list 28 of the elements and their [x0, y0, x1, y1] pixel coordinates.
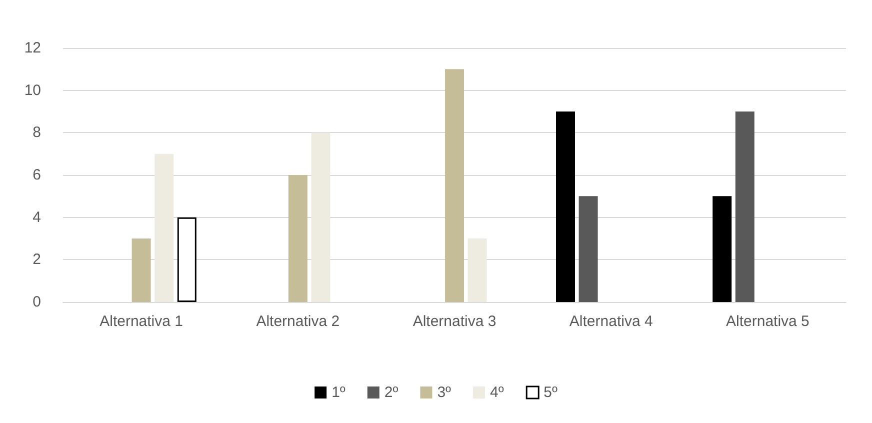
legend-label: 3º — [437, 384, 452, 401]
x-tick-label: Alternativa 3 — [412, 313, 496, 330]
y-tick-label: 12 — [24, 40, 41, 56]
legend-label: 4º — [490, 384, 504, 401]
bar — [445, 69, 464, 302]
bar — [578, 196, 598, 302]
y-tick-label: 8 — [32, 124, 41, 142]
x-tick-label: Alternativa 2 — [256, 313, 340, 330]
bar — [712, 196, 732, 302]
bar — [288, 175, 308, 302]
x-tick-label: Alternativa 5 — [726, 313, 810, 330]
bar — [735, 112, 754, 302]
y-tick-label: 10 — [24, 82, 41, 99]
legend-label: 5º — [544, 384, 558, 401]
bar — [177, 217, 196, 302]
x-tick-label: Alternativa 4 — [569, 313, 653, 330]
y-tick-label: 4 — [32, 208, 41, 226]
legend-label: 2º — [384, 384, 399, 401]
bar — [132, 238, 151, 302]
y-tick-label: 6 — [32, 166, 41, 184]
bar — [468, 238, 487, 302]
legend-label: 1º — [332, 384, 346, 401]
x-tick-label: Alternativa 1 — [100, 313, 183, 330]
bar — [311, 132, 330, 302]
bar — [154, 154, 174, 302]
bar — [556, 112, 575, 302]
y-tick-label: 2 — [32, 251, 41, 268]
y-tick-label: 0 — [32, 294, 41, 310]
